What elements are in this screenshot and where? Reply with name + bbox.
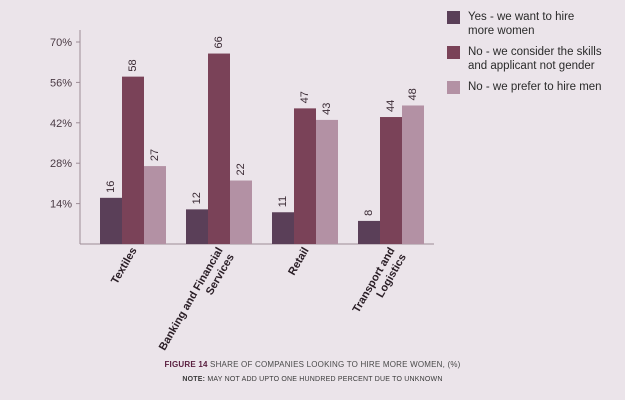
bar	[294, 108, 316, 244]
bar	[358, 220, 380, 244]
data-label: 44	[385, 100, 397, 112]
figure-note: NOTE: MAY NOT ADD UPTO ONE HUNDRED PERCE…	[0, 376, 625, 383]
legend-swatch	[447, 11, 460, 24]
bar	[316, 119, 338, 244]
bar	[144, 166, 166, 244]
legend-item: No - we prefer to hire men	[447, 80, 625, 94]
data-label: 48	[407, 88, 419, 100]
data-label: 66	[213, 36, 225, 48]
y-tick-label: 28%	[50, 158, 72, 170]
legend-label: No - we consider the skills and applicant…	[468, 46, 602, 72]
chart-legend: Yes - we want to hire more women No - we c…	[447, 10, 625, 101]
legend-swatch	[447, 81, 460, 94]
data-label: 47	[299, 91, 311, 103]
legend-item: No - we consider the skills and applicant…	[447, 45, 625, 73]
y-tick-label: 56%	[50, 77, 72, 89]
legend-label: Yes - we want to hire more women	[468, 11, 575, 37]
y-tick-label: 42%	[50, 118, 72, 130]
y-tick-label: 70%	[50, 37, 72, 49]
figure-caption: FIGURE 14 SHARE OF COMPANIES LOOKING TO …	[0, 360, 625, 369]
bar	[186, 209, 208, 244]
note-label: NOTE:	[182, 376, 206, 383]
bar	[380, 117, 402, 244]
figure-caption-text: SHARE OF COMPANIES LOOKING TO HIRE MORE …	[207, 360, 461, 369]
data-label: 11	[277, 196, 289, 207]
figure-label: FIGURE 14	[164, 360, 208, 369]
y-tick-label: 14%	[50, 199, 72, 211]
data-label: 27	[149, 149, 161, 161]
category-label: Retail	[286, 246, 311, 278]
category-label-line: Retail	[286, 246, 311, 278]
bar	[402, 105, 424, 244]
bar	[272, 212, 294, 244]
category-label: Transport andLogistics	[351, 246, 409, 322]
data-label: 12	[191, 192, 203, 204]
data-label: 43	[321, 103, 333, 115]
chart-bars	[100, 53, 424, 244]
note-text: MAY NOT ADD UPTO ONE HUNDRED PERCENT DUE…	[205, 376, 443, 383]
data-label: 58	[127, 59, 139, 71]
legend-item: Yes - we want to hire more women	[447, 10, 625, 38]
bar	[208, 53, 230, 244]
bar	[122, 76, 144, 244]
category-label-line: Textiles	[109, 246, 139, 287]
data-label: 22	[235, 163, 247, 175]
category-label: Textiles	[109, 246, 139, 287]
legend-label: No - we prefer to hire men	[468, 81, 602, 93]
legend-swatch	[447, 46, 460, 59]
category-label-line: Banking and Financial	[157, 246, 226, 353]
bar	[100, 197, 122, 244]
data-label: 16	[105, 181, 117, 193]
data-label: 8	[363, 210, 375, 216]
category-label: Banking and FinancialServices	[157, 246, 237, 360]
bar	[230, 180, 252, 244]
